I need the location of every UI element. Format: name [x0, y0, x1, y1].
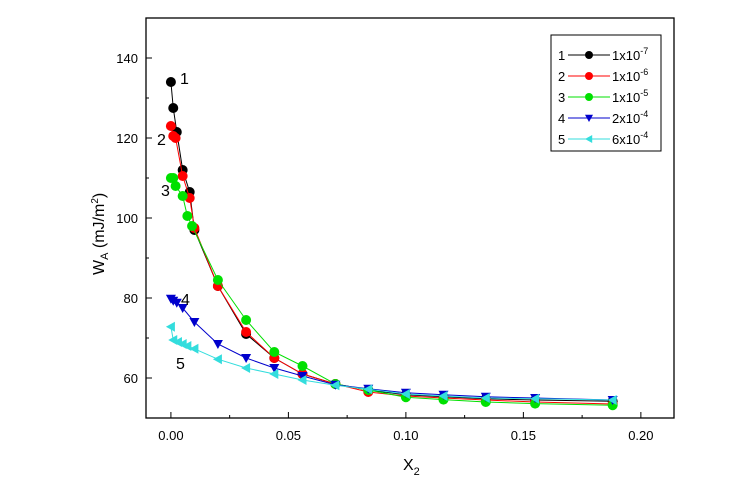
- data-point-5: [297, 375, 307, 385]
- legend-item-2: 2 1x10-6: [558, 67, 648, 84]
- legend-item-3: 3 1x10-5: [558, 88, 648, 105]
- data-point-3: [212, 275, 223, 285]
- legend-item-1: 1 1x10-7: [558, 46, 648, 63]
- x-tick-label: 0.00: [158, 428, 183, 443]
- data-point-4: [269, 364, 280, 373]
- data-point-4: [177, 304, 188, 313]
- data-point-2: [241, 327, 252, 337]
- data-point-5: [363, 384, 373, 395]
- data-point-4: [297, 372, 308, 381]
- y-axis-label: WA (mJ/m2): [90, 193, 111, 275]
- series-3: [165, 173, 618, 411]
- data-point-3: [170, 181, 181, 191]
- legend: 1 1x10-7 2 1x10-6 3 1x10-5 4 2x10-4 5 6x10-4: [550, 34, 662, 152]
- data-point-5: [607, 395, 617, 405]
- series-line-4: [170, 298, 613, 401]
- data-point-1: [165, 77, 176, 87]
- data-point-5: [212, 354, 222, 365]
- series-line-3: [170, 177, 613, 406]
- y-tick-label: 140: [116, 51, 138, 66]
- data-point-3: [177, 191, 188, 201]
- legend-value: 1x10-5: [612, 88, 648, 105]
- y-tick-label: 80: [124, 291, 138, 306]
- curve-label-5: 5: [176, 356, 185, 373]
- series-line-5: [170, 326, 613, 401]
- data-point-4: [189, 318, 200, 327]
- series-5: [165, 321, 617, 405]
- data-point-5: [480, 393, 490, 403]
- series-line-2: [170, 125, 613, 405]
- y-tick-label: 100: [116, 211, 138, 226]
- x-tick-label: 0.05: [276, 428, 301, 443]
- curve-label-3: 3: [161, 183, 170, 200]
- legend-marker: [585, 51, 593, 59]
- legend-box: [550, 34, 662, 152]
- data-point-5: [438, 391, 448, 401]
- curve-labels: 1 2 3 4 5: [157, 71, 190, 373]
- data-point-5: [330, 380, 340, 391]
- data-point-1: [168, 103, 179, 113]
- y-tick-label: 60: [124, 371, 138, 386]
- legend-number: 5: [558, 132, 565, 147]
- legend-item-5: 5 6x10-4: [558, 130, 648, 147]
- series-1: [165, 77, 618, 407]
- data-point-2: [170, 133, 181, 143]
- legend-item-4: 4 2x10-4: [558, 109, 648, 126]
- data-point-3: [241, 315, 252, 325]
- legend-value: 1x10-7: [612, 46, 648, 63]
- data-point-5: [165, 321, 175, 332]
- data-point-5: [269, 369, 279, 379]
- data-point-5: [400, 389, 410, 399]
- data-point-5: [189, 343, 199, 354]
- data-point-3: [168, 173, 179, 183]
- legend-number: 1: [558, 48, 565, 63]
- x-tick-label: 0.10: [393, 428, 418, 443]
- legend-value: 1x10-6: [612, 67, 648, 84]
- data-point-3: [187, 221, 198, 231]
- curve-label-1: 1: [180, 71, 189, 88]
- legend-number: 3: [558, 90, 565, 105]
- curve-label-4: 4: [181, 292, 190, 309]
- data-point-3: [297, 361, 308, 371]
- data-point-2: [177, 171, 188, 181]
- data-point-4: [212, 340, 223, 349]
- x-tick-label: 0.20: [628, 428, 653, 443]
- data-point-5: [182, 341, 192, 351]
- legend-number: 4: [558, 111, 565, 126]
- legend-marker: [585, 72, 593, 80]
- x-tick-label: 0.15: [511, 428, 536, 443]
- x-axis-label: X2: [403, 457, 420, 478]
- data-point-5: [530, 393, 540, 404]
- data-point-3: [182, 211, 193, 221]
- legend-marker: [585, 135, 593, 143]
- curve-label-2: 2: [157, 132, 166, 149]
- data-point-4: [171, 298, 182, 308]
- data-point-5: [241, 363, 251, 373]
- data-point-3: [269, 347, 280, 357]
- legend-number: 2: [558, 69, 565, 84]
- legend-value: 6x10-4: [612, 130, 648, 147]
- data-point-4: [241, 354, 252, 363]
- series-2: [165, 121, 618, 409]
- legend-marker: [585, 93, 593, 101]
- legend-marker: [585, 114, 593, 122]
- data-point-2: [165, 121, 176, 131]
- y-tick-label: 120: [116, 131, 138, 146]
- legend-value: 2x10-4: [612, 109, 648, 126]
